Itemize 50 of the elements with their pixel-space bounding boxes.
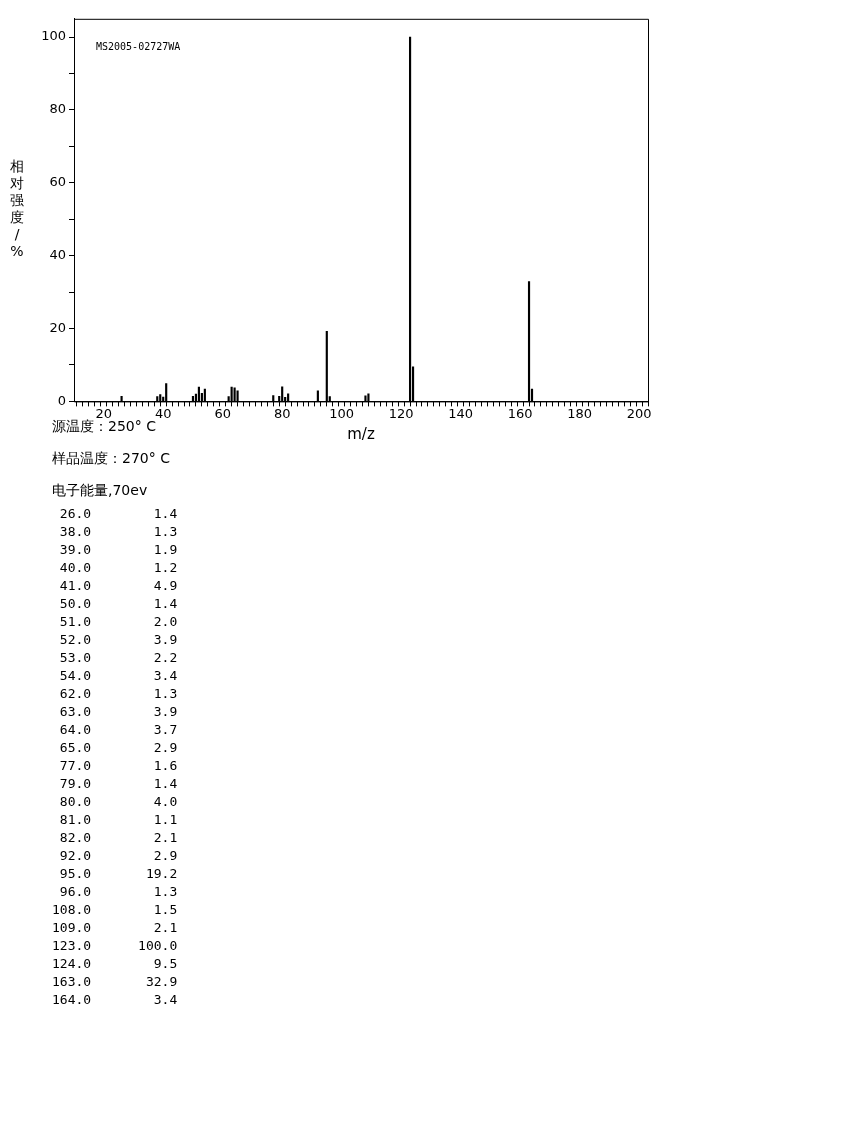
text: 65.0 2.9	[58, 740, 179, 757]
text: 62.0 1.3	[58, 686, 179, 703]
x-tick-label: 200	[626, 405, 652, 421]
text: 64.0 3.7	[58, 722, 179, 739]
x-tick-label: 60	[214, 405, 231, 421]
y-tick-label: 100	[41, 28, 66, 44]
text: 81.0 1.1	[58, 812, 179, 829]
y-tick-label: 0	[57, 392, 66, 408]
x-tick-label: 40	[154, 405, 172, 421]
text: 39.0 1.9	[58, 542, 179, 559]
text: 电子能量,70ev	[52, 482, 149, 500]
text: 54.0 3.4	[58, 668, 179, 685]
text: 82.0 2.1	[58, 830, 179, 847]
text: 163.0 32.9	[52, 974, 179, 991]
text: 51.0 2.0	[58, 614, 179, 631]
text: 109.0 2.1	[52, 920, 179, 937]
text: 50.0 1.4	[58, 596, 179, 613]
text: 95.0 19.2	[58, 866, 179, 883]
x-axis-title: m/z	[347, 424, 375, 443]
text: 26.0 1.4	[58, 506, 179, 523]
text: 164.0 3.4	[52, 992, 179, 1009]
text: 53.0 2.2	[58, 650, 179, 667]
y-tick-label: 40	[49, 247, 66, 263]
text: 79.0 1.4	[58, 776, 179, 793]
text: 124.0 9.5	[52, 956, 179, 973]
text: 108.0 1.5	[52, 902, 179, 919]
text: 92.0 2.9	[58, 848, 179, 865]
x-tick-label: 140	[448, 405, 474, 421]
text: 123.0 100.0	[52, 938, 179, 955]
text: 63.0 3.9	[58, 704, 179, 721]
text: 38.0 1.3	[58, 524, 179, 541]
y-tick-label: 80	[49, 101, 66, 117]
y-axis-title: 相对强度/%	[9, 158, 25, 260]
text: 41.0 4.9	[58, 578, 179, 595]
text: 40.0 1.2	[58, 560, 179, 577]
text: 样品温度：270° C	[52, 450, 171, 468]
x-tick-label: 160	[507, 405, 533, 421]
x-tick-label: 80	[273, 405, 291, 421]
x-tick-label: 20	[95, 405, 113, 421]
text: 96.0 1.3	[58, 884, 179, 901]
text: 源温度：250° C	[52, 418, 156, 434]
annotation: MS2005-02727WA	[96, 41, 181, 53]
text: 77.0 1.6	[58, 758, 179, 775]
y-tick-label: 20	[49, 319, 66, 335]
y-tick-label: 60	[49, 174, 66, 190]
x-tick-label: 180	[567, 405, 593, 421]
x-tick-label: 100	[329, 405, 355, 421]
text: 80.0 4.0	[58, 794, 179, 811]
text: 52.0 3.9	[58, 632, 179, 649]
x-tick-label: 120	[388, 405, 414, 421]
